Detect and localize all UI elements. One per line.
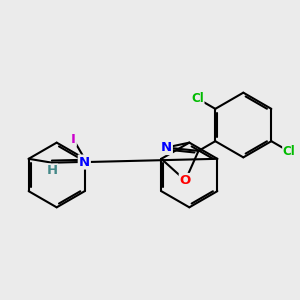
Text: I: I bbox=[71, 133, 76, 146]
Text: H: H bbox=[46, 164, 58, 177]
Text: N: N bbox=[79, 155, 90, 169]
Text: Cl: Cl bbox=[283, 145, 296, 158]
Text: O: O bbox=[180, 174, 191, 187]
Text: Cl: Cl bbox=[191, 92, 204, 105]
Text: N: N bbox=[161, 141, 172, 154]
